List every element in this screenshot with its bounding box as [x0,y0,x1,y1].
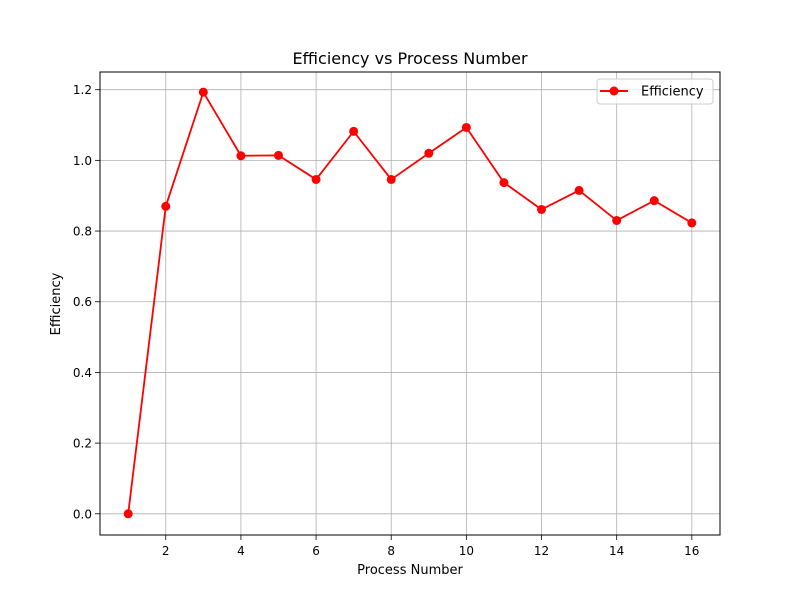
plot-area-frame [99,71,721,536]
y-tick-label: 0.2 [73,437,92,451]
y-tick-label: 1.2 [73,83,92,97]
series-line-efficiency [127,91,693,514]
x-tick-label: 8 [387,544,395,558]
data-point [612,215,622,225]
data-point [386,174,396,184]
data-point [273,150,283,160]
legend-box [596,78,714,105]
data-point [461,122,471,132]
chart-title: Efficiency vs Process Number [292,49,528,68]
data-point [123,509,133,519]
legend: Efficiency [596,78,714,105]
data-point [649,196,659,206]
y-axis-label: Efficiency [49,272,64,335]
data-point [161,201,171,211]
y-tick-label: 1.0 [73,154,92,168]
data-point [349,126,359,136]
x-tick-label: 6 [312,544,320,558]
x-tick-label: 4 [237,544,245,558]
x-tick-label: 2 [162,544,170,558]
y-tick-label: 0.0 [73,507,92,521]
legend-label-efficiency: Efficiency [641,85,704,100]
y-tick-label: 0.8 [73,225,92,239]
x-axis-ticks: 2 4 6 8 10 12 14 16 [162,535,699,558]
data-point [236,151,246,161]
data-point [499,178,509,188]
grid-lines [100,72,720,535]
x-tick-label: 14 [609,544,624,558]
x-tick-label: 16 [684,544,699,558]
x-tick-label: 12 [534,544,549,558]
data-point [687,218,697,228]
data-point [424,148,434,158]
y-tick-label: 0.6 [73,295,92,309]
x-axis-label: Process Number [357,563,463,578]
series-layer [123,87,697,519]
y-tick-label: 0.4 [73,366,92,380]
legend-marker-swatch [609,86,619,96]
data-point [537,204,547,214]
data-point [198,87,208,97]
x-tick-label: 10 [459,544,474,558]
data-point [574,185,584,195]
y-axis-ticks: 0.0 0.2 0.4 0.6 0.8 1.0 1.2 [73,83,100,521]
data-point [311,174,321,184]
